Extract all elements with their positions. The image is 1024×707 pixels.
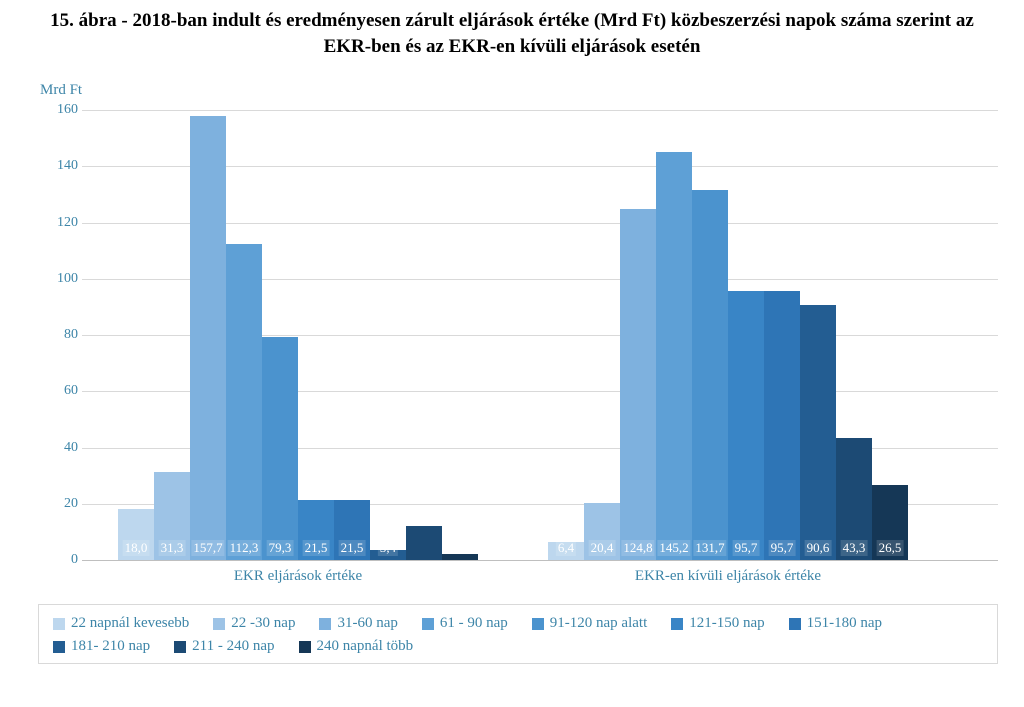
bar-value-label: 21,5 — [303, 540, 330, 556]
bar: 95,7 — [764, 291, 800, 560]
bars-container: 18,0 31,3 157,7112,3 79,3 21,5 21,5 3,4 6,4 20,4… — [82, 110, 998, 560]
y-tick-label: 100 — [38, 271, 78, 287]
legend-item: 211 - 240 nap — [174, 638, 274, 655]
x-category-label: EKR-en kívüli eljárások értéke — [635, 568, 821, 585]
legend-swatch — [53, 641, 65, 653]
y-tick-label: 140 — [38, 158, 78, 174]
bar: 90,6 — [800, 305, 836, 560]
legend-label: 181- 210 nap — [71, 638, 150, 655]
legend-swatch — [789, 618, 801, 630]
bar-value-label: 79,3 — [267, 540, 294, 556]
bar-value-label: 20,4 — [589, 540, 616, 556]
legend-label: 211 - 240 nap — [192, 638, 274, 655]
y-tick-label: 80 — [38, 327, 78, 343]
legend-swatch — [213, 618, 225, 630]
legend-item: 181- 210 nap — [53, 638, 150, 655]
bar: 112,3 — [226, 244, 262, 560]
legend-swatch — [422, 618, 434, 630]
legend-label: 151-180 nap — [807, 615, 882, 632]
bar: 95,7 — [728, 291, 764, 560]
legend-label: 91-120 nap alatt — [550, 615, 647, 632]
bar: 43,3 — [836, 438, 872, 560]
y-tick-label: 120 — [38, 215, 78, 231]
bar: 26,5 — [872, 485, 908, 560]
legend-item: 121-150 nap — [671, 615, 764, 632]
legend-swatch — [671, 618, 683, 630]
bar: 20,4 — [584, 503, 620, 560]
bar-group: 18,0 31,3 157,7112,3 79,3 21,5 21,5 3,4 — [118, 110, 478, 560]
y-tick-label: 160 — [38, 102, 78, 118]
plot-region: 02040608010012014016018,031,3157,7112,37… — [38, 110, 998, 560]
bar: 21,5 — [298, 500, 334, 560]
legend-label: 240 napnál több — [317, 638, 414, 655]
bar-value-label: 131,7 — [693, 540, 726, 556]
bar: 31,3 — [154, 472, 190, 560]
y-tick-label: 20 — [38, 496, 78, 512]
legend: 22 napnál kevesebb 22 -30 nap 31-60 nap 61 … — [38, 604, 998, 664]
bar: 157,7 — [190, 116, 226, 560]
legend-label: 22 -30 nap — [231, 615, 295, 632]
legend-item: 61 - 90 nap — [422, 615, 508, 632]
chart-title: 15. ábra - 2018-ban indult és eredményes… — [0, 0, 1024, 63]
legend-label: 61 - 90 nap — [440, 615, 508, 632]
legend-label: 121-150 nap — [689, 615, 764, 632]
legend-item: 22 napnál kevesebb — [53, 615, 189, 632]
bar: 79,3 — [262, 337, 298, 560]
bar: 131,7 — [692, 190, 728, 560]
bar-group: 6,4 20,4 124,8145,2131,7 95,7 95,7 90,6 43,3 26… — [548, 110, 908, 560]
bar: 124,8 — [620, 209, 656, 560]
chart-area: 02040608010012014016018,031,3157,7112,37… — [38, 110, 998, 560]
x-category-label: EKR eljárások értéke — [234, 568, 362, 585]
bar-value-label: 31,3 — [159, 540, 186, 556]
legend-swatch — [174, 641, 186, 653]
legend-item: 240 napnál több — [299, 638, 414, 655]
bar-value-label: 43,3 — [841, 540, 868, 556]
bar: 145,2 — [656, 152, 692, 560]
legend-label: 22 napnál kevesebb — [71, 615, 189, 632]
bar-value-label: 124,8 — [621, 540, 654, 556]
bar-value-label: 26,5 — [877, 540, 904, 556]
y-tick-label: 60 — [38, 383, 78, 399]
bar: 6,4 — [548, 542, 584, 560]
bar-value-label: 6,4 — [556, 540, 576, 556]
y-tick-label: 40 — [38, 440, 78, 456]
legend-item: 22 -30 nap — [213, 615, 295, 632]
legend-label: 31-60 nap — [337, 615, 397, 632]
bar: 18,0 — [118, 509, 154, 560]
y-tick-label: 0 — [38, 552, 78, 568]
bar-value-label: 112,3 — [228, 540, 261, 556]
legend-item: 31-60 nap — [319, 615, 397, 632]
legend-swatch — [299, 641, 311, 653]
bar — [442, 554, 478, 560]
bar: 3,4 — [370, 550, 406, 560]
legend-item: 151-180 nap — [789, 615, 882, 632]
bar-value-label: 145,2 — [657, 540, 690, 556]
bar-value-label: 21,5 — [339, 540, 366, 556]
bar-value-label: 3,4 — [378, 540, 398, 556]
legend-swatch — [532, 618, 544, 630]
legend-item: 91-120 nap alatt — [532, 615, 647, 632]
bar-value-label: 90,6 — [805, 540, 832, 556]
bar-value-label: 157,7 — [191, 540, 224, 556]
gridline — [82, 560, 998, 561]
legend-swatch — [319, 618, 331, 630]
y-axis-label: Mrd Ft — [40, 82, 82, 99]
bar-value-label: 18,0 — [123, 540, 150, 556]
bar — [406, 526, 442, 560]
bar-value-label: 95,7 — [733, 540, 760, 556]
legend-swatch — [53, 618, 65, 630]
bar-value-label: 95,7 — [769, 540, 796, 556]
bar: 21,5 — [334, 500, 370, 560]
